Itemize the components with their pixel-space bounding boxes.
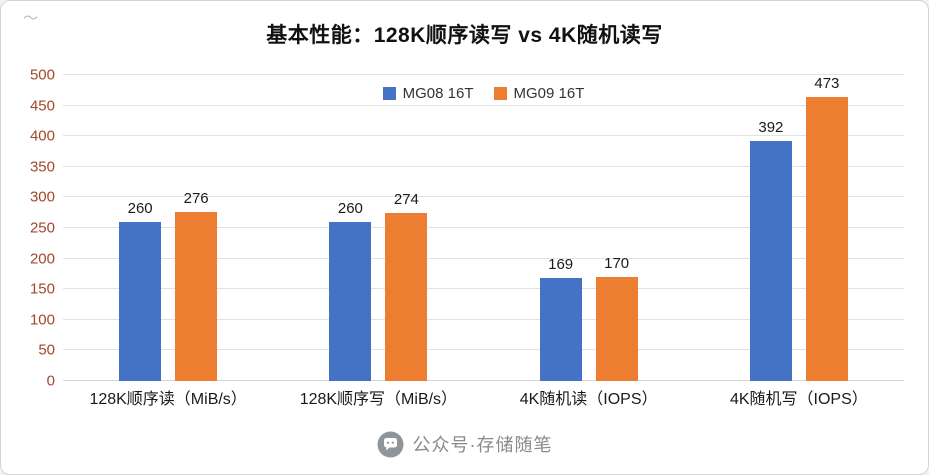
bar-value-label: 274: [393, 191, 419, 209]
x-axis-category-label: 4K随机读（IOPS）: [519, 391, 658, 408]
legend-item: MG09 16T: [493, 85, 585, 102]
y-axis-tick-label: 250: [29, 219, 55, 237]
legend-label: MG08 16T: [402, 85, 474, 102]
gridline: [63, 288, 904, 290]
y-axis-tick-label: 400: [29, 127, 55, 145]
corner-mark: 〜: [23, 10, 39, 27]
y-axis-tick-label: 150: [29, 280, 55, 298]
bar: [539, 277, 582, 381]
bar-column: 169: [539, 75, 582, 381]
bar-column: 274: [385, 75, 428, 381]
bar-value-label: 260: [127, 199, 153, 217]
chart-title: 基本性能：128K顺序读写 vs 4K随机读写: [266, 24, 663, 47]
y-axis-tick-label: 50: [38, 341, 55, 359]
bar-value-label: 169: [548, 255, 574, 273]
gridline: [63, 165, 904, 167]
bar-column: 260: [119, 75, 162, 381]
y-axis-tick-label: 350: [29, 158, 55, 176]
bar: [595, 276, 638, 381]
bar-column: 276: [175, 75, 218, 381]
footer: 公众号·存储随笔: [1, 428, 928, 460]
bar-value-label: 170: [604, 254, 630, 272]
bar-value-label: 276: [183, 190, 209, 208]
y-axis-tick-label: 500: [29, 66, 55, 84]
gridline: [63, 74, 904, 75]
gridline: [63, 227, 904, 228]
bar: [329, 221, 372, 381]
y-axis-tick-label: 200: [29, 250, 55, 268]
bar-group: 260 276: [63, 75, 273, 381]
x-axis-category-label: 128K顺序读（MiB/s）: [89, 391, 247, 408]
plot-area: MG08 16T MG09 16T 260 276 260 274 169 170 392 47…: [30, 67, 904, 390]
gridline: [63, 257, 904, 259]
y-axis-tick-label: 300: [29, 188, 55, 206]
gridline: [63, 196, 904, 198]
gridline: [63, 380, 904, 381]
category-row: 128K顺序读（MiB/s） 128K顺序写（MiB/s） 4K随机读（IOPS） 4…: [63, 383, 904, 411]
bar-groups: 260 276 260 274 169 170 392 473: [63, 75, 904, 381]
legend: MG08 16T MG09 16T: [63, 85, 904, 102]
bar-value-label: 392: [758, 119, 784, 137]
x-axis-category-label: 128K顺序写（MiB/s）: [299, 391, 458, 408]
bar-group: 392 473: [694, 75, 904, 381]
gridline: [63, 135, 904, 137]
bar: [805, 97, 848, 381]
chat-bubble-icon: [377, 431, 403, 457]
bar-column: 473: [805, 75, 848, 381]
y-axis-tick-label: 100: [29, 311, 55, 329]
bar-group: 169 170: [484, 75, 694, 381]
gridline: [63, 349, 904, 351]
gridline: [63, 104, 904, 106]
y-axis-tick-label: 450: [29, 97, 55, 115]
x-axis-category-label: 4K随机写（IOPS）: [729, 391, 868, 408]
legend-label: MG09 16T: [513, 85, 585, 102]
bar-group: 260 274: [273, 75, 483, 381]
bar: [385, 213, 428, 381]
bar-value-label: 473: [814, 75, 840, 92]
bar-column: 170: [595, 75, 638, 381]
legend-item: MG08 16T: [382, 85, 474, 102]
bar-value-label: 260: [337, 199, 363, 217]
bar: [119, 221, 162, 381]
bar-column: 392: [749, 75, 792, 381]
bar: [175, 212, 218, 381]
bar: [749, 141, 792, 381]
legend-swatch-icon: [493, 87, 507, 100]
bar-column: 260: [329, 75, 372, 381]
bar-chart: MG08 16T MG09 16T 260 276 260 274 169 170 392 47…: [15, 51, 914, 411]
legend-swatch-icon: [382, 87, 396, 100]
gridline: [63, 318, 904, 320]
footer-label: 公众号·存储随笔: [412, 435, 553, 455]
y-axis-tick-label: 0: [46, 372, 55, 390]
